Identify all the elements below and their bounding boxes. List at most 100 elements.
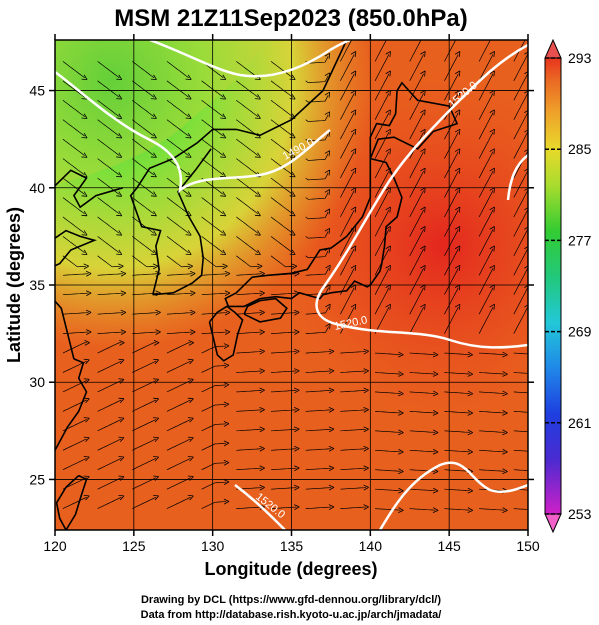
streamline-arrow: [454, 128, 461, 135]
streamline-arrow: [350, 148, 357, 155]
streamline: [374, 190, 390, 218]
streamline: [166, 399, 191, 412]
streamline-arrow: [259, 290, 265, 297]
streamline: [375, 488, 401, 492]
streamline: [513, 190, 528, 218]
streamline-arrow: [150, 113, 157, 119]
streamline: [97, 255, 121, 268]
colorbar-tick-label: 269: [568, 324, 592, 340]
streamline-arrow: [502, 429, 508, 436]
streamline: [444, 73, 459, 101]
streamline: [444, 372, 470, 375]
streamline: [236, 100, 259, 117]
streamline-arrow: [150, 191, 157, 197]
streamline-arrow: [524, 264, 528, 271]
streamline-arrow: [83, 494, 90, 501]
streamline-arrow: [524, 303, 528, 310]
streamline: [236, 197, 259, 215]
streamline: [97, 236, 120, 254]
streamline: [444, 229, 459, 256]
streamline-arrow: [350, 70, 357, 77]
streamline: [444, 54, 459, 81]
streamline-arrow: [350, 206, 357, 213]
streamline-arrow: [289, 171, 296, 178]
streamline-arrow: [223, 420, 230, 427]
streamline-arrow: [328, 368, 335, 374]
streamline: [166, 342, 191, 354]
streamline-arrow: [524, 245, 528, 252]
streamline-arrow: [489, 264, 495, 271]
streamline: [236, 138, 259, 156]
streamline-arrow: [524, 70, 528, 77]
streamline-arrow: [385, 51, 391, 58]
streamline-arrow: [490, 31, 497, 38]
streamline-arrow: [153, 358, 159, 365]
streamlines: [62, 31, 542, 514]
streamline-arrow: [537, 488, 542, 493]
y-tick-label: 30: [29, 374, 45, 390]
streamline-arrow: [537, 391, 542, 396]
streamline-arrow: [289, 74, 296, 80]
streamline-arrow: [185, 113, 192, 119]
streamline-arrow: [150, 152, 157, 158]
y-tick-label: 25: [29, 471, 45, 487]
streamline-arrow: [120, 270, 127, 277]
streamline-arrow: [454, 206, 461, 213]
streamline-arrow: [385, 109, 391, 116]
streamline: [374, 73, 390, 101]
streamline-arrow: [420, 226, 426, 233]
streamline-arrow: [116, 230, 123, 236]
x-tick-label: 150: [516, 538, 540, 554]
streamline: [62, 312, 89, 315]
streamline: [375, 391, 401, 394]
streamline: [201, 331, 228, 334]
streamline: [340, 487, 366, 490]
streamline: [340, 287, 355, 315]
streamline-arrow: [325, 303, 331, 310]
streamline: [62, 197, 85, 215]
streamline-arrow: [83, 456, 90, 462]
y-axis-ticks: 25 30 35 40 45: [29, 83, 534, 487]
streamline: [132, 100, 155, 117]
streamline-arrow: [420, 245, 426, 252]
streamline-arrow: [84, 339, 90, 346]
streamline-arrow: [152, 263, 159, 270]
streamline-arrow: [190, 309, 196, 316]
streamline-arrow: [187, 456, 194, 462]
streamline-arrow: [190, 329, 196, 335]
streamline-arrow: [363, 368, 369, 374]
streamline: [97, 312, 124, 315]
streamline: [479, 372, 505, 375]
streamline: [270, 390, 297, 393]
streamline: [374, 170, 390, 198]
streamline-arrow: [524, 128, 528, 135]
streamline-arrow: [502, 351, 508, 358]
streamline-arrow: [259, 465, 265, 472]
y-tick-label: 40: [29, 180, 45, 196]
streamline-arrow: [398, 351, 404, 358]
streamline: [409, 411, 436, 414]
streamline: [444, 93, 459, 120]
streamline-arrow: [467, 371, 473, 377]
streamline: [132, 119, 155, 137]
streamline-arrow: [259, 368, 265, 374]
streamline: [97, 138, 120, 156]
streamline: [166, 255, 191, 268]
streamline: [409, 287, 424, 315]
streamline: [270, 370, 297, 373]
streamline: [97, 197, 120, 215]
streamline: [132, 342, 157, 354]
streamline: [409, 372, 436, 375]
streamline: [444, 307, 459, 334]
streamline: [444, 287, 459, 315]
streamline-arrow: [224, 290, 231, 297]
streamline-arrow: [254, 249, 261, 255]
streamline-arrow: [81, 191, 88, 197]
streamline: [97, 80, 120, 98]
streamline-arrow: [259, 329, 265, 335]
streamline-arrow: [524, 109, 528, 116]
streamline: [97, 419, 122, 432]
streamline-arrow: [502, 371, 508, 377]
streamline: [270, 100, 294, 117]
streamline-arrow: [454, 245, 461, 252]
